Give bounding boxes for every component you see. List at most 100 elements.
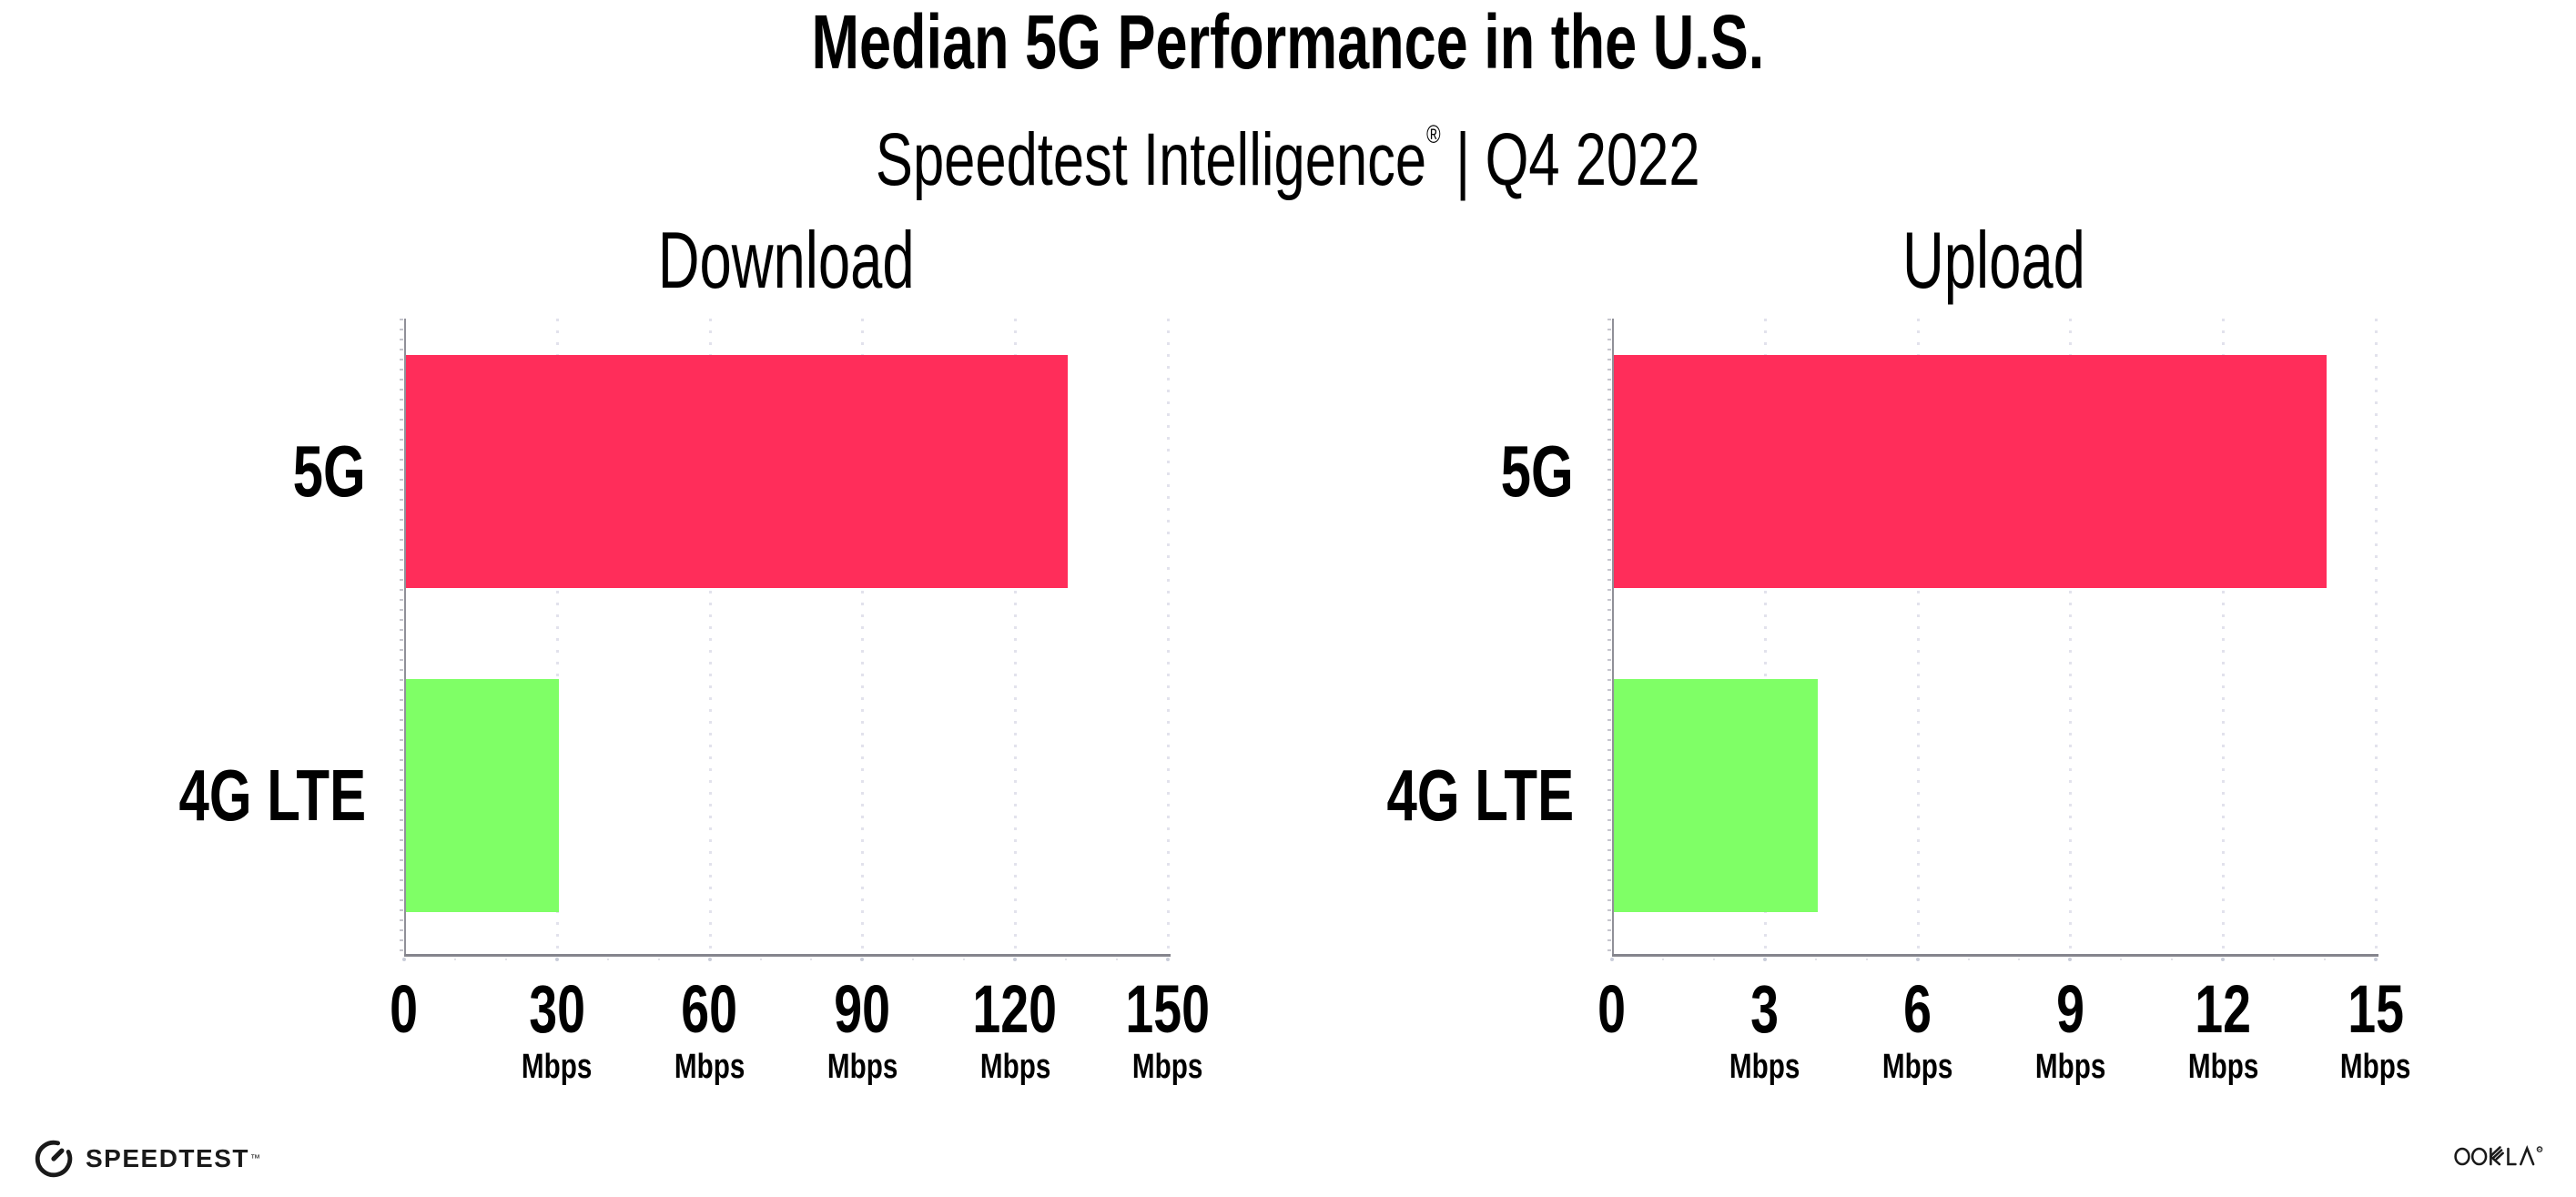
plot-area	[1607, 319, 2378, 957]
row-label-text: 5G	[1500, 431, 1574, 512]
tick-unit-6: Mbps	[1781, 1047, 2054, 1087]
axis-minor-dot	[1116, 959, 1119, 960]
gridline-3	[1763, 319, 1767, 956]
axis-minor-dot	[759, 959, 762, 960]
tick-unit-text: Mbps	[2034, 1048, 2106, 1086]
axis-minor-dot	[504, 959, 507, 960]
axis-minor-dot	[2273, 959, 2276, 960]
axis-minor-dot	[1712, 959, 1715, 960]
tick-value: 120	[972, 971, 1058, 1047]
axis-minor-dot	[2018, 959, 2021, 960]
axis-minor-dot	[606, 959, 609, 960]
figure-subtitle: Speedtest Intelligence® | Q4 2022	[0, 93, 2576, 201]
chart-title-block: Download	[404, 218, 1168, 302]
tick-value: 60	[681, 971, 738, 1047]
axis-tick-dot	[1166, 958, 1170, 961]
gridline-120	[1014, 319, 1018, 956]
subtitle-brand: Speedtest Intelligence	[876, 118, 1427, 201]
ookla-logo-icon: R	[2454, 1145, 2543, 1166]
row-label-text: 4G LTE	[1386, 755, 1574, 836]
y-axis-minor-ticks	[400, 319, 403, 956]
axis-minor-dot	[1814, 959, 1817, 960]
tick-value: 150	[1125, 971, 1211, 1047]
tick-value: 12	[2195, 971, 2252, 1047]
tick-label-12: 12	[2086, 976, 2359, 1043]
tick-value: 30	[528, 971, 585, 1047]
row-label-text: 4G LTE	[178, 755, 366, 836]
tick-value: 6	[1903, 971, 1932, 1047]
axis-tick-dot	[402, 958, 406, 961]
gridline-6	[1916, 319, 1920, 956]
axis-minor-dot	[2171, 959, 2174, 960]
gridline-15	[2375, 319, 2378, 956]
axis-tick-dot	[860, 958, 865, 961]
tick-unit-60: Mbps	[573, 1047, 847, 1087]
axis-minor-dot	[1661, 959, 1664, 960]
gridline-150	[1167, 319, 1170, 956]
gridline-30	[555, 319, 559, 956]
tick-value: 0	[390, 971, 419, 1047]
y-axis-line	[1612, 319, 1614, 956]
tick-unit-3: Mbps	[1628, 1047, 1902, 1087]
tick-label-3: 3	[1628, 976, 1902, 1043]
tick-label-120: 120	[878, 976, 1151, 1043]
gridline-90	[861, 319, 865, 956]
tick-unit-9: Mbps	[1933, 1047, 2206, 1087]
axis-minor-dot	[912, 959, 915, 960]
tick-value: 0	[1597, 971, 1627, 1047]
axis-tick-dot	[1610, 958, 1614, 961]
axis-minor-dot	[963, 959, 966, 960]
tick-unit-text: Mbps	[674, 1048, 745, 1086]
y-axis-minor-ticks	[1607, 319, 1611, 956]
row-label-5g: 5G	[0, 430, 366, 513]
figure-subtitle-text: Speedtest Intelligence® | Q4 2022	[876, 93, 1700, 202]
axis-tick-dot	[1762, 958, 1767, 961]
bar-4g-lte	[1614, 679, 1818, 912]
axis-tick-dot	[1013, 958, 1018, 961]
trademark-mark: ™	[249, 1153, 260, 1164]
tick-label-15: 15	[2239, 976, 2512, 1043]
tick-label-30: 30	[421, 976, 694, 1043]
subtitle-divider: |	[1455, 118, 1471, 201]
tick-label-9: 9	[1933, 976, 2206, 1043]
tick-label-60: 60	[573, 976, 847, 1043]
chart-title-block: Upload	[1612, 218, 2376, 302]
tick-unit-15: Mbps	[2239, 1047, 2512, 1087]
tick-unit-text: Mbps	[827, 1048, 898, 1086]
axis-minor-dot	[657, 959, 660, 960]
axis-tick-dot	[1915, 958, 1920, 961]
axis-minor-dot	[2120, 959, 2123, 960]
tick-unit-text: Mbps	[522, 1048, 593, 1086]
tick-unit-text: Mbps	[2340, 1048, 2411, 1086]
x-axis-line	[404, 954, 1171, 957]
tick-unit-text: Mbps	[1881, 1048, 1953, 1086]
tick-unit-12: Mbps	[2086, 1047, 2359, 1087]
tick-value: 3	[1750, 971, 1780, 1047]
chart-title: Download	[657, 215, 915, 305]
speedtest-logo-text: SPEEDTEST	[86, 1144, 249, 1172]
ookla-registered-mark: R	[2538, 1147, 2541, 1152]
bar-5g	[1614, 355, 2327, 588]
speedtest-logo: SPEEDTEST ™	[33, 1138, 260, 1180]
row-label-text: 5G	[292, 431, 366, 512]
tick-unit-text: Mbps	[2187, 1048, 2258, 1086]
axis-minor-dot	[1865, 959, 1868, 960]
tick-unit-text: Mbps	[1132, 1048, 1203, 1086]
axis-tick-dot	[554, 958, 559, 961]
tick-unit-150: Mbps	[1031, 1047, 1304, 1087]
gridline-12	[2222, 319, 2226, 956]
axis-tick-dot	[2374, 958, 2378, 961]
axis-minor-dot	[1065, 959, 1068, 960]
y-axis-line	[404, 319, 406, 956]
tick-label-0: 0	[268, 976, 541, 1043]
tick-value: 15	[2348, 971, 2404, 1047]
tick-value: 9	[2055, 971, 2084, 1047]
registered-mark: ®	[1426, 120, 1441, 148]
tick-label-0: 0	[1476, 976, 1749, 1043]
axis-minor-dot	[810, 959, 813, 960]
tick-label-90: 90	[725, 976, 999, 1043]
axis-tick-dot	[707, 958, 712, 961]
ookla-logo: R	[2454, 1143, 2547, 1169]
